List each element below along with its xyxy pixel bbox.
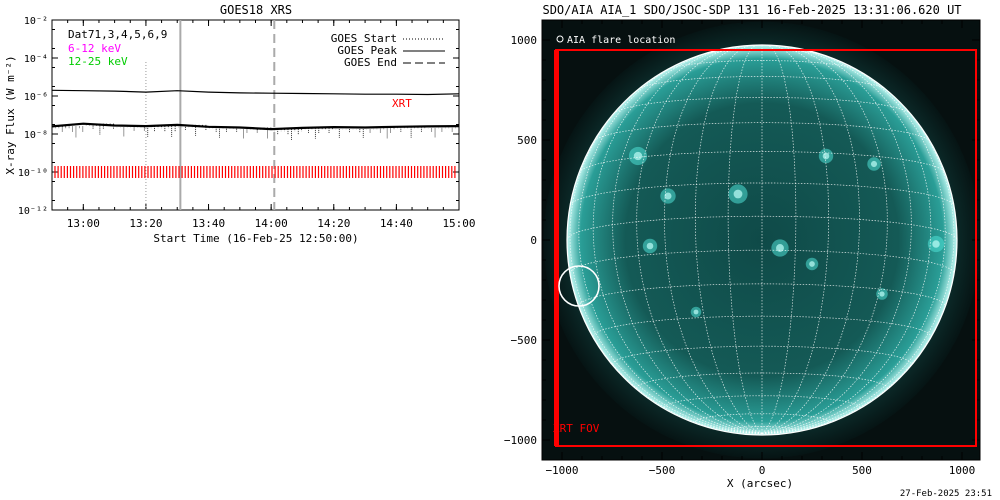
active-region-core (646, 242, 654, 250)
active-region-core (932, 240, 940, 248)
heliographic-grid-line (761, 45, 797, 434)
heliographic-grid-line (761, 45, 830, 434)
y-tick-label: 1000 (511, 34, 538, 47)
band-high-label: 12-25 keV (68, 55, 128, 68)
heliographic-grid-line (727, 426, 797, 431)
x-tick-label: 13:00 (67, 217, 100, 230)
heliographic-grid-line (761, 49, 932, 434)
heliographic-grid-line (664, 45, 763, 434)
x-tick-label: 15:00 (442, 217, 475, 230)
heliographic-grid-line (761, 239, 957, 434)
active-region-core (879, 291, 885, 297)
solar-limb (566, 44, 958, 436)
active-region-core (664, 192, 672, 200)
goes-peak-flux-line (51, 89, 460, 96)
aia-image-plot: SDO/AIA AIA_1 SDO/JSOC-SDP 131 16-Feb-20… (504, 3, 981, 490)
y-tick-label: −500 (511, 334, 538, 347)
active-region-core (693, 309, 699, 315)
x-tick-label: −500 (649, 464, 676, 477)
active-region-core (822, 152, 830, 160)
goes-x-axis-label: Start Time (16-Feb-25 12:50:00) (153, 232, 358, 245)
y-tick-label: −1000 (504, 434, 537, 447)
x-tick-label: −1000 (545, 464, 578, 477)
y-tick-label: 0 (530, 234, 537, 247)
legend-goes-end-label: GOES End (344, 56, 397, 69)
x-tick-label: 14:20 (317, 217, 350, 230)
heliographic-grid-line (727, 45, 763, 434)
active-region-core (733, 189, 743, 199)
y-tick-label: 10⁻² (24, 16, 48, 27)
legend-goes-peak-label: GOES Peak (337, 44, 397, 57)
flare-legend-icon (556, 35, 564, 43)
heliographic-grid-line (761, 56, 946, 434)
active-region-core (870, 160, 878, 168)
aia-plot-title: SDO/AIA AIA_1 SDO/JSOC-SDP 131 16-Feb-20… (542, 3, 961, 17)
active-region-core (809, 261, 815, 267)
goes-flux-line (51, 122, 460, 131)
y-tick-label: 10⁻⁶ (24, 92, 48, 103)
x-tick-label: 0 (759, 464, 766, 477)
heliographic-grid-line (761, 45, 860, 434)
y-tick-label: 10⁻⁸ (24, 130, 48, 141)
heliographic-grid-line (694, 45, 763, 434)
x-tick-label: 13:20 (129, 217, 162, 230)
xrt-label: XRT (392, 97, 412, 110)
footer-timestamp: 27-Feb-2025 23:51 (900, 489, 992, 499)
y-tick-label: 10⁻¹⁰ (18, 168, 48, 179)
goes-plot-title: GOES18 XRS (220, 3, 292, 17)
y-tick-label: 10⁻⁴ (24, 54, 48, 65)
flare-legend-label: AIA flare location (567, 35, 675, 46)
y-tick-label: 10⁻¹² (18, 206, 48, 217)
flare-location-circle (558, 265, 600, 307)
xrt-fov-label: XRT FOV (553, 422, 600, 435)
x-tick-label: 1000 (949, 464, 976, 477)
x-tick-label: 500 (852, 464, 872, 477)
aia-x-axis-label: X (arcsec) (727, 477, 793, 490)
active-region-core (776, 244, 784, 252)
xrt-fov-edge (554, 50, 559, 446)
heliographic-grid-line (567, 239, 763, 434)
heliographic-grid-line (761, 80, 955, 434)
heliographic-grid-line (592, 49, 763, 434)
band-low-label: 6-12 keV (68, 42, 121, 55)
goes-xrs-plot: GOES18 XRS 13:00 13:20 13:40 14:00 14:20 14:4… (4, 3, 476, 245)
heliographic-grid-line (761, 47, 912, 434)
heliographic-grid-line (569, 80, 763, 434)
x-tick-label: 14:00 (255, 217, 288, 230)
x-tick-label: 13:40 (192, 217, 225, 230)
x-tick-label: 14:40 (380, 217, 413, 230)
heliographic-grid-line (612, 47, 763, 434)
y-tick-label: 500 (517, 134, 537, 147)
heliographic-grid-line (578, 283, 946, 307)
goes-channel-label: Dat71,3,4,5,6,9 (68, 28, 167, 41)
goes-legend: GOES Start GOES Peak GOES End (331, 32, 445, 69)
legend-goes-start-label: GOES Start (331, 32, 397, 45)
active-region-core (633, 151, 643, 161)
goes-y-axis-label: X-ray Flux (W m⁻²) (4, 55, 17, 174)
heliographic-grid-line (578, 56, 763, 434)
